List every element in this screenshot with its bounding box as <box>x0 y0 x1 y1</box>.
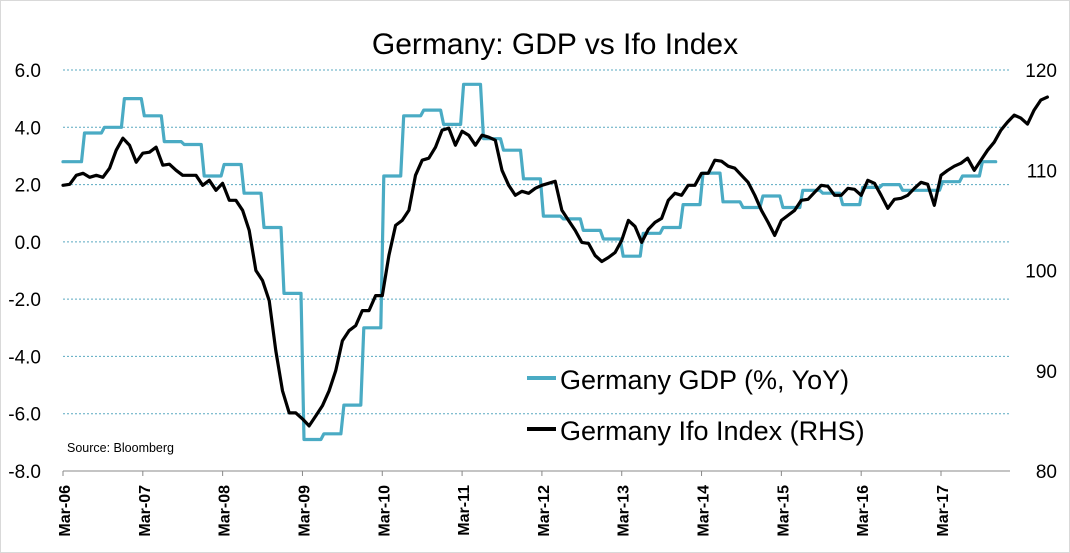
x-tick-label: Mar-12 <box>536 485 553 537</box>
y-right-tick-label: 120 <box>1025 61 1057 82</box>
legend-label-gdp: Germany GDP (%, YoY) <box>560 365 849 395</box>
x-tick-label: Mar-15 <box>775 485 792 537</box>
x-tick-label: Mar-07 <box>137 485 154 537</box>
series-lines <box>61 82 1049 442</box>
gridlines <box>63 69 1010 415</box>
y-left-tick-label: -4.0 <box>8 347 41 368</box>
source-note: Source: Bloomberg <box>67 441 175 455</box>
axes: 6.0 4.0 2.0 0.0 -2.0 -4.0 -6.0 -8.0 120 110 100 90 8… <box>8 61 1057 537</box>
y-left-tick-label: 4.0 <box>15 118 41 139</box>
y-left-tick-label: -2.0 <box>8 290 41 311</box>
x-tick-label: Mar-16 <box>855 485 872 537</box>
y-right-tick-label: 90 <box>1036 362 1057 383</box>
y-right-tick-label: 110 <box>1027 161 1057 182</box>
legend: Germany GDP (%, YoY) Germany Ifo Index (… <box>527 365 865 446</box>
x-tick-label: Mar-17 <box>935 485 952 537</box>
series-line-gdp <box>61 82 998 442</box>
x-tick-label: Mar-06 <box>57 485 74 537</box>
y-right-tick-label: 80 <box>1036 462 1057 483</box>
x-tick-label: Mar-09 <box>296 485 313 537</box>
y-left-tick-label: -8.0 <box>8 462 41 483</box>
series-line-ifo <box>61 95 1049 428</box>
x-tick-label: Mar-13 <box>616 485 633 537</box>
y-right-tick-label: 100 <box>1025 262 1057 283</box>
x-tick-label: Mar-14 <box>696 485 713 537</box>
y-left-tick-label: 2.0 <box>15 176 41 197</box>
chart-title: Germany: GDP vs Ifo Index <box>371 28 739 61</box>
x-tick-label: Mar-08 <box>217 485 234 537</box>
x-tick-label: Mar-11 <box>456 485 473 536</box>
y-left-tick-label: 0.0 <box>15 233 41 254</box>
legend-label-ifo: Germany Ifo Index (RHS) <box>560 416 865 446</box>
y-left-tick-label: 6.0 <box>15 61 41 82</box>
y-left-tick-label: -6.0 <box>8 405 41 426</box>
x-tick-label: Mar-10 <box>376 485 393 537</box>
